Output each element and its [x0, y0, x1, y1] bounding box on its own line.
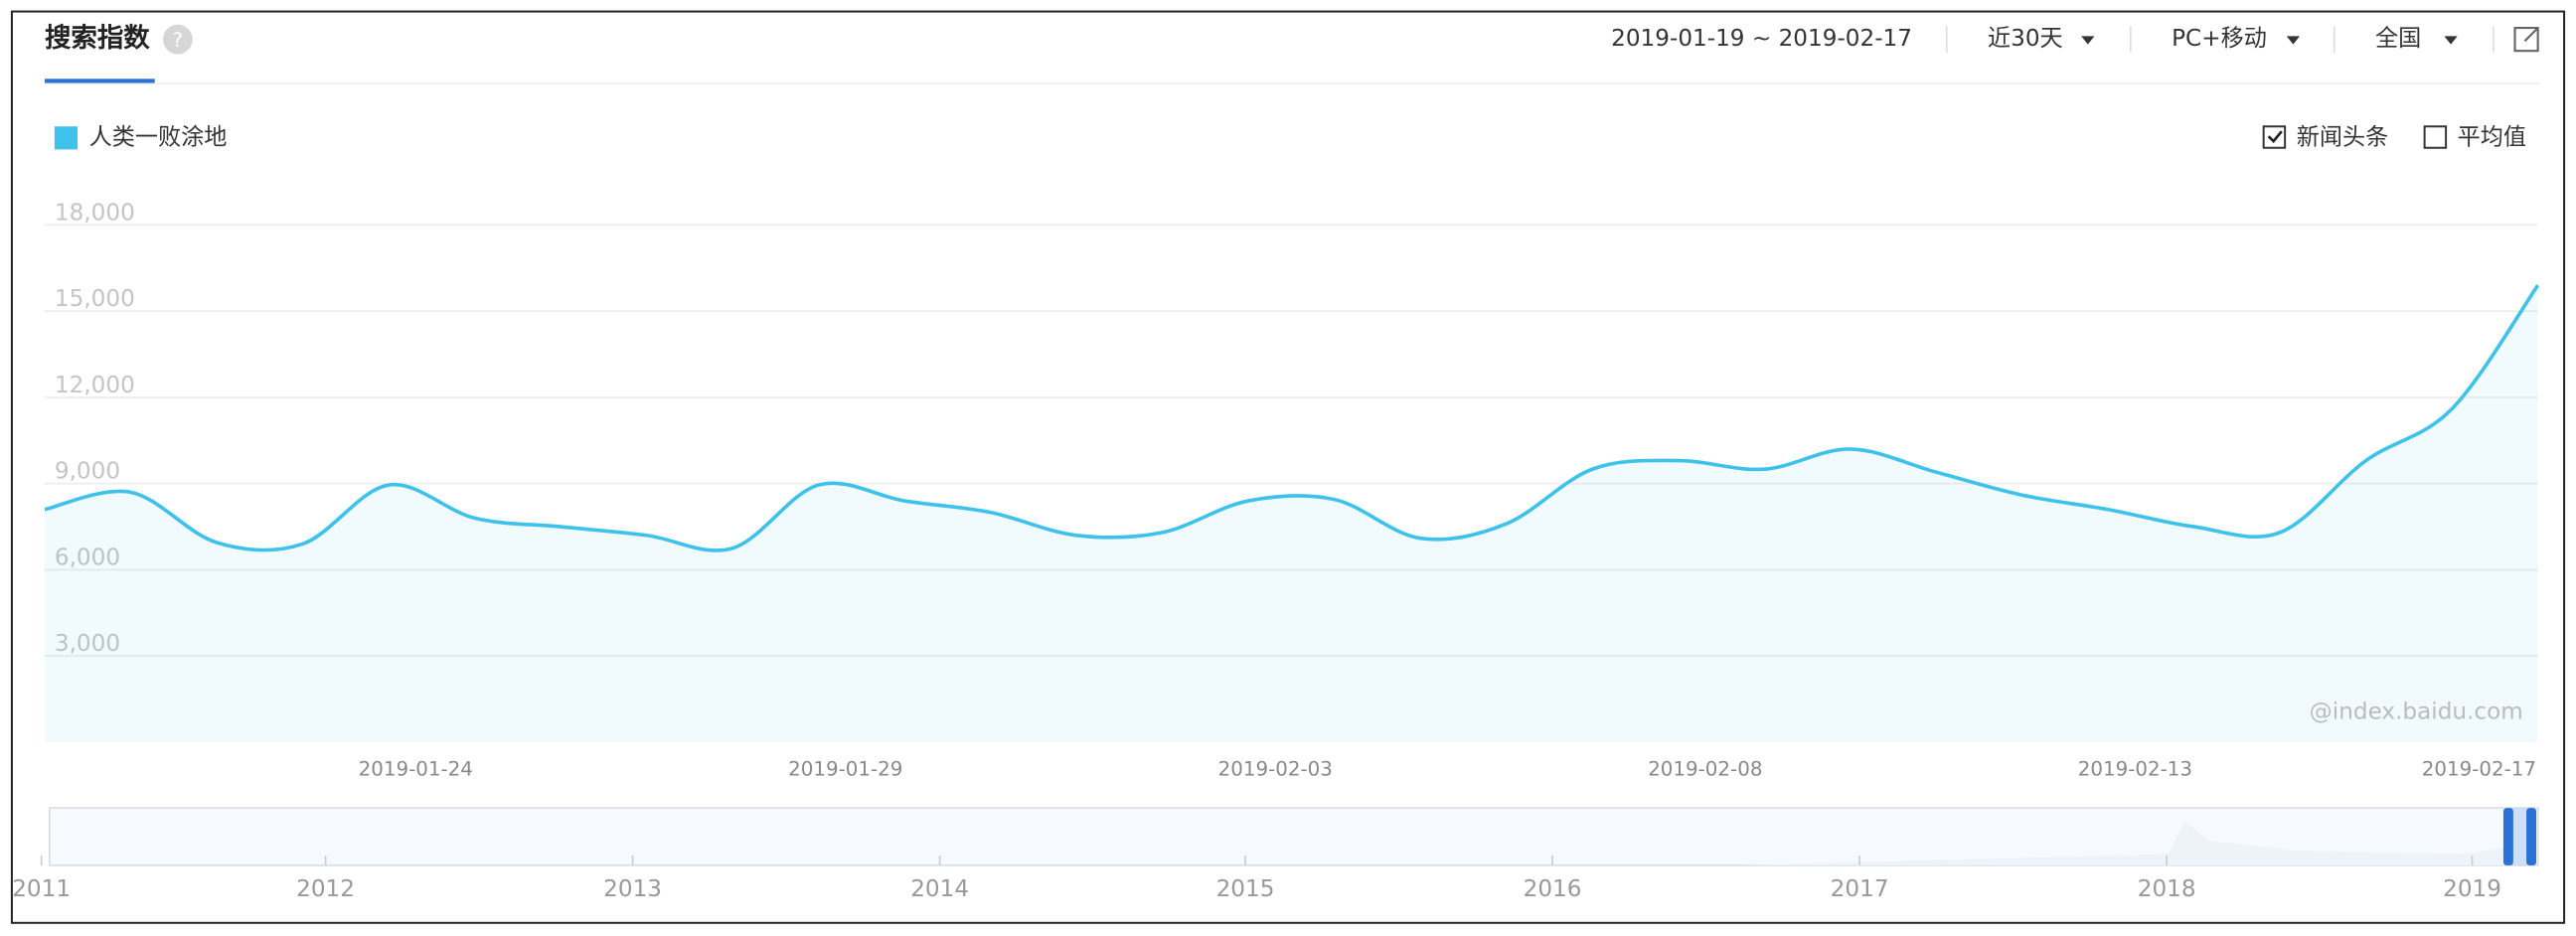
- navigator-handle[interactable]: [2502, 808, 2513, 865]
- x-tick-label: 2019-02-17: [2422, 758, 2536, 781]
- dropdown-arrow: [2081, 36, 2095, 45]
- legend-swatch: [54, 126, 79, 150]
- y-tick-label: 3,000: [55, 631, 120, 657]
- dropdown-arrow: [2444, 36, 2458, 45]
- y-tick-label: 15,000: [55, 286, 135, 312]
- y-tick-label: 18,000: [55, 200, 135, 226]
- checkmark: [2267, 130, 2283, 144]
- legend-label[interactable]: 人类一败涂地: [89, 124, 228, 150]
- navigator-handle[interactable]: [2526, 808, 2536, 865]
- x-tick-label: 2019-02-08: [1648, 758, 1762, 781]
- navigator-window[interactable]: [2507, 808, 2530, 865]
- period-select[interactable]: 近30天: [1988, 26, 2063, 52]
- tab-underline: [44, 78, 155, 84]
- navigator-year: 2011: [12, 876, 71, 902]
- navigator-year: 2013: [603, 876, 662, 902]
- tab-title[interactable]: 搜索指数: [45, 23, 150, 54]
- navigator-year: 2019: [2443, 876, 2501, 902]
- export-icon[interactable]: [2513, 27, 2539, 53]
- date-range[interactable]: 2019-01-19 ~ 2019-02-17: [1611, 26, 1912, 52]
- navigator-year: 2016: [1524, 876, 1582, 902]
- navigator-year: 2012: [296, 876, 355, 902]
- series-line: [44, 284, 2540, 552]
- y-tick-label: 9,000: [55, 459, 120, 485]
- checkbox[interactable]: [2423, 125, 2448, 149]
- y-tick-label: 12,000: [55, 373, 135, 398]
- navigator-year: 2017: [1831, 876, 1889, 902]
- navigator-preview: [49, 821, 2508, 865]
- watermark: @index.baidu.com: [2310, 700, 2523, 725]
- y-tick-label: 6,000: [55, 545, 120, 570]
- option-label[interactable]: 平均值: [2458, 124, 2526, 150]
- plot-background: [44, 172, 2538, 742]
- help-mark: ?: [173, 29, 184, 52]
- navigator-year: 2018: [2138, 876, 2196, 902]
- navigator-year: 2014: [910, 876, 969, 902]
- checkbox[interactable]: [2262, 125, 2287, 149]
- option-label[interactable]: 新闻头条: [2297, 124, 2389, 150]
- x-tick-label: 2019-01-29: [788, 758, 902, 781]
- device-select[interactable]: PC+移动: [2172, 26, 2267, 52]
- help-icon[interactable]: [162, 24, 193, 55]
- series-area: [44, 285, 2538, 742]
- dropdown-arrow: [2286, 36, 2301, 45]
- navigator-year: 2015: [1216, 876, 1275, 902]
- x-tick-label: 2019-02-03: [1218, 758, 1333, 781]
- region-select[interactable]: 全国: [2375, 26, 2421, 52]
- x-tick-label: 2019-02-13: [2078, 758, 2192, 781]
- x-tick-label: 2019-01-24: [359, 758, 473, 781]
